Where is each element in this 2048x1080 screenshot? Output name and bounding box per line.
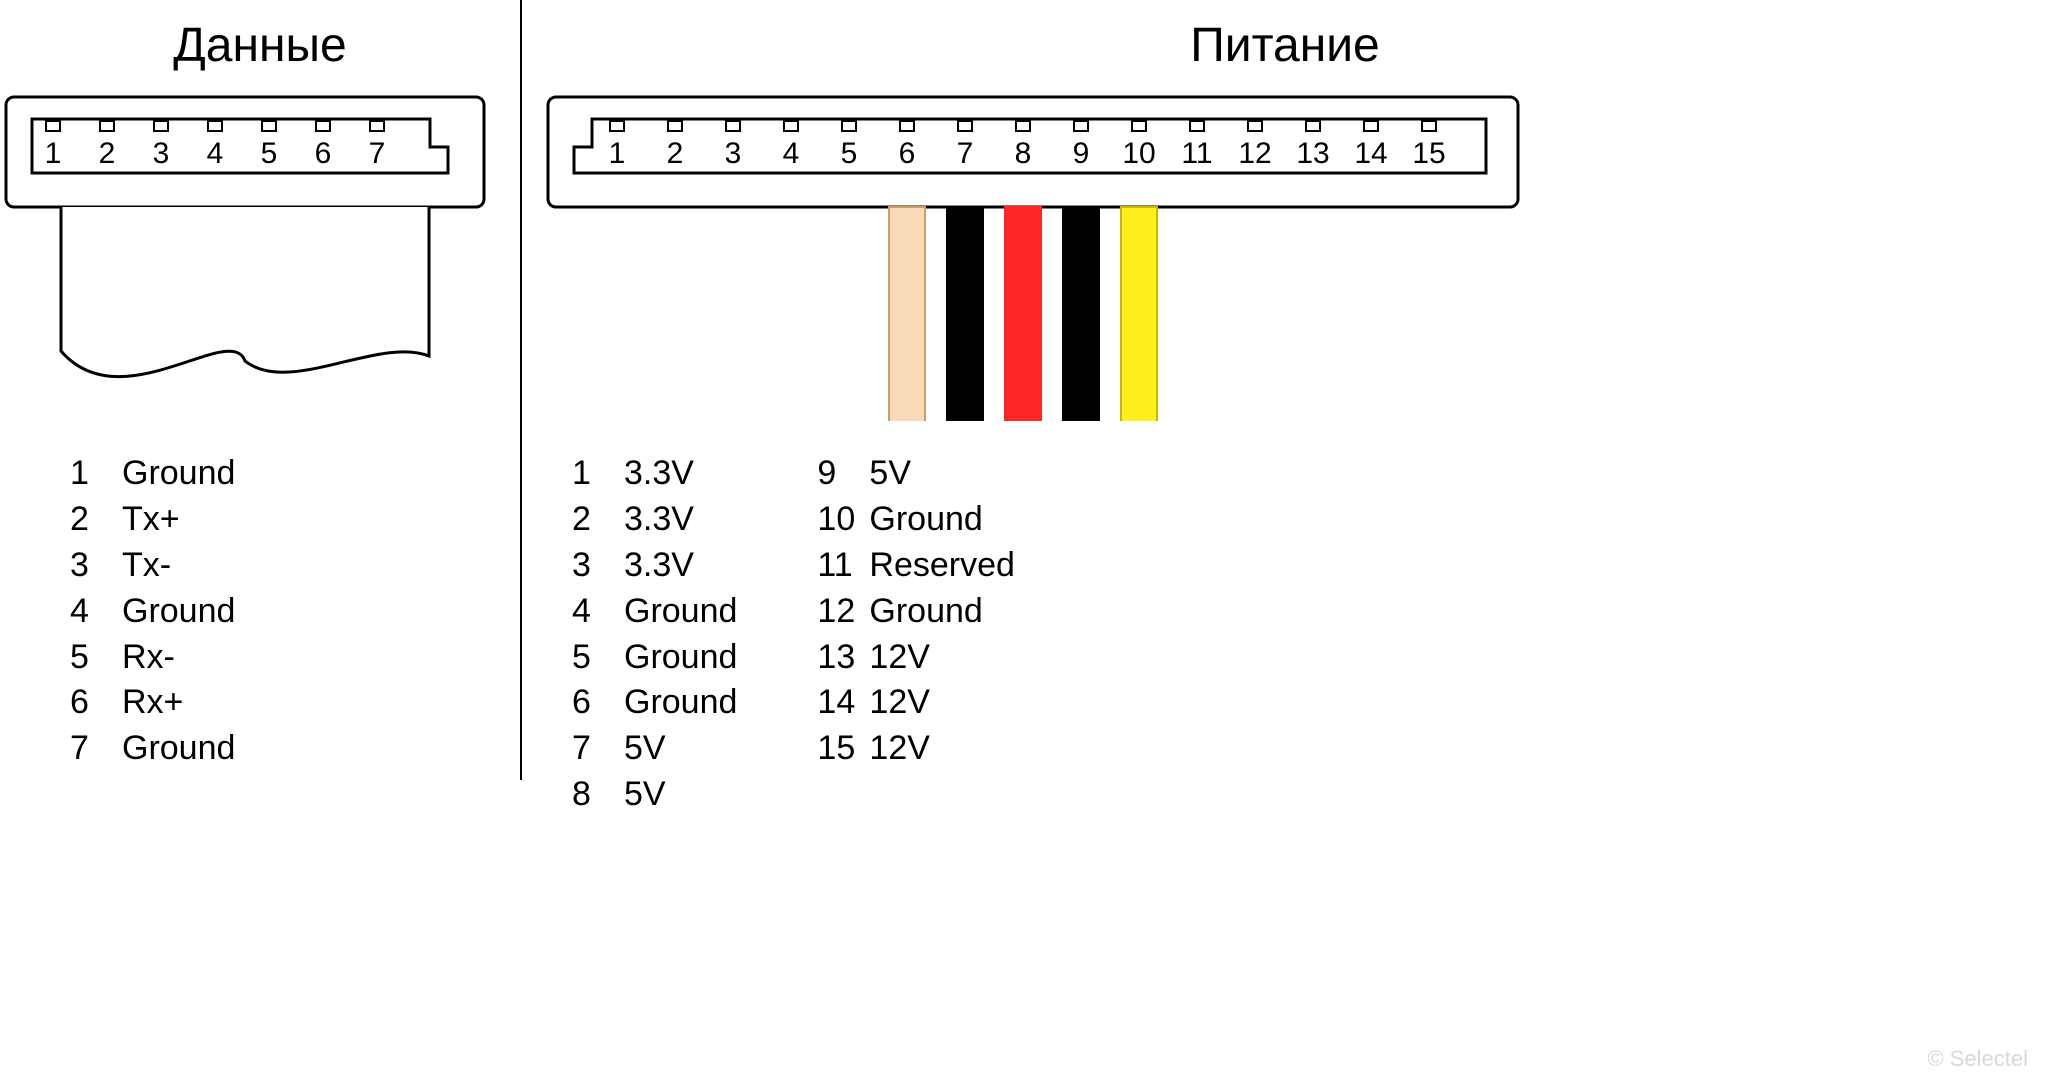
pin-label: Reserved [869, 543, 1015, 589]
pin-label: 3.3V [624, 451, 694, 497]
svg-text:13: 13 [1296, 137, 1329, 170]
pin-label: Rx+ [122, 680, 183, 726]
pin-number: 4 [70, 589, 122, 635]
pin-legend-row: 6Rx+ [70, 680, 520, 726]
pin-legend-row: 1512V [817, 726, 1015, 772]
data-title: Данные [0, 18, 520, 73]
pin-number: 11 [817, 543, 869, 589]
svg-text:1: 1 [45, 137, 62, 170]
pin-label: Rx- [122, 635, 175, 681]
pin-label: 12V [869, 680, 930, 726]
pin-number: 3 [572, 543, 624, 589]
pin-legend-row: 11Reserved [817, 543, 1015, 589]
pin-label: Ground [122, 726, 235, 772]
pin-legend-row: 3Tx- [70, 543, 520, 589]
pin-legend-row: 23.3V [572, 497, 737, 543]
svg-text:10: 10 [1122, 137, 1155, 170]
pin-legend-row: 7Ground [70, 726, 520, 772]
pin-legend-row: 85V [572, 772, 737, 818]
svg-text:6: 6 [315, 137, 332, 170]
pin-legend-row: 6Ground [572, 680, 737, 726]
pin-number: 9 [817, 451, 869, 497]
pin-label: 3.3V [624, 543, 694, 589]
pin-number: 14 [817, 680, 869, 726]
pin-label: Ground [624, 635, 737, 681]
svg-text:2: 2 [99, 137, 116, 170]
pin-number: 7 [70, 726, 122, 772]
pin-label: 12V [869, 635, 930, 681]
svg-text:7: 7 [957, 137, 974, 170]
svg-text:3: 3 [153, 137, 170, 170]
pin-legend-row: 10Ground [817, 497, 1015, 543]
pin-legend-row: 5Rx- [70, 635, 520, 681]
watermark: © Selectel [1927, 1046, 2028, 1072]
pin-legend-row: 4Ground [572, 589, 737, 635]
power-connector-panel: Питание 123456789101112131415 13.3V23.3V… [522, 0, 2048, 1080]
svg-text:5: 5 [261, 137, 278, 170]
pin-number: 15 [817, 726, 869, 772]
svg-text:5: 5 [841, 137, 858, 170]
pin-label: Ground [122, 451, 235, 497]
svg-text:8: 8 [1015, 137, 1032, 170]
pin-label: Ground [869, 497, 982, 543]
pin-label: Tx+ [122, 497, 180, 543]
pin-label: 5V [624, 726, 666, 772]
pin-legend-row: 12Ground [817, 589, 1015, 635]
pin-legend-row: 5Ground [572, 635, 737, 681]
pin-legend-row: 4Ground [70, 589, 520, 635]
pin-number: 4 [572, 589, 624, 635]
pin-number: 1 [572, 451, 624, 497]
data-connector-diagram: 1 2 3 4 5 6 7 [0, 91, 520, 421]
svg-text:1: 1 [609, 137, 626, 170]
svg-text:3: 3 [725, 137, 742, 170]
pin-number: 6 [70, 680, 122, 726]
pin-legend-row: 75V [572, 726, 737, 772]
power-connector-diagram: 123456789101112131415 [542, 91, 1542, 421]
pin-legend-row: 13.3V [572, 451, 737, 497]
pin-number: 1 [70, 451, 122, 497]
pin-number: 5 [70, 635, 122, 681]
pin-label: Ground [122, 589, 235, 635]
pin-label: 5V [869, 451, 911, 497]
pin-legend-row: 1312V [817, 635, 1015, 681]
svg-text:4: 4 [783, 137, 800, 170]
pin-label: 5V [624, 772, 666, 818]
power-pin-legend: 13.3V23.3V33.3V4Ground5Ground6Ground75V8… [572, 451, 2048, 818]
pin-number: 2 [70, 497, 122, 543]
pin-number: 13 [817, 635, 869, 681]
pin-number: 7 [572, 726, 624, 772]
svg-text:6: 6 [899, 137, 916, 170]
svg-text:2: 2 [667, 137, 684, 170]
pin-legend-row: 33.3V [572, 543, 737, 589]
power-title: Питание [522, 18, 2048, 73]
data-connector-panel: Данные 1234567 1Ground2Tx+3Tx-4Ground5Rx… [0, 0, 520, 1080]
pin-number: 6 [572, 680, 624, 726]
svg-text:9: 9 [1073, 137, 1090, 170]
pin-label: Tx- [122, 543, 171, 589]
pin-number: 2 [572, 497, 624, 543]
pin-label: 12V [869, 726, 930, 772]
svg-text:12: 12 [1238, 137, 1271, 170]
pin-label: Ground [624, 680, 737, 726]
svg-text:7: 7 [369, 137, 386, 170]
pin-number: 5 [572, 635, 624, 681]
pin-label: Ground [869, 589, 982, 635]
svg-text:4: 4 [207, 137, 224, 170]
pin-number: 10 [817, 497, 869, 543]
svg-text:15: 15 [1412, 137, 1445, 170]
pin-legend-row: 95V [817, 451, 1015, 497]
pin-legend-row: 1Ground [70, 451, 520, 497]
svg-text:14: 14 [1354, 137, 1387, 170]
pin-legend-row: 1412V [817, 680, 1015, 726]
pin-label: Ground [624, 589, 737, 635]
pin-legend-row: 2Tx+ [70, 497, 520, 543]
pin-number: 3 [70, 543, 122, 589]
pin-number: 8 [572, 772, 624, 818]
pin-number: 12 [817, 589, 869, 635]
pin-label: 3.3V [624, 497, 694, 543]
svg-text:11: 11 [1181, 137, 1212, 170]
data-pin-legend: 1Ground2Tx+3Tx-4Ground5Rx-6Rx+7Ground [70, 451, 520, 772]
